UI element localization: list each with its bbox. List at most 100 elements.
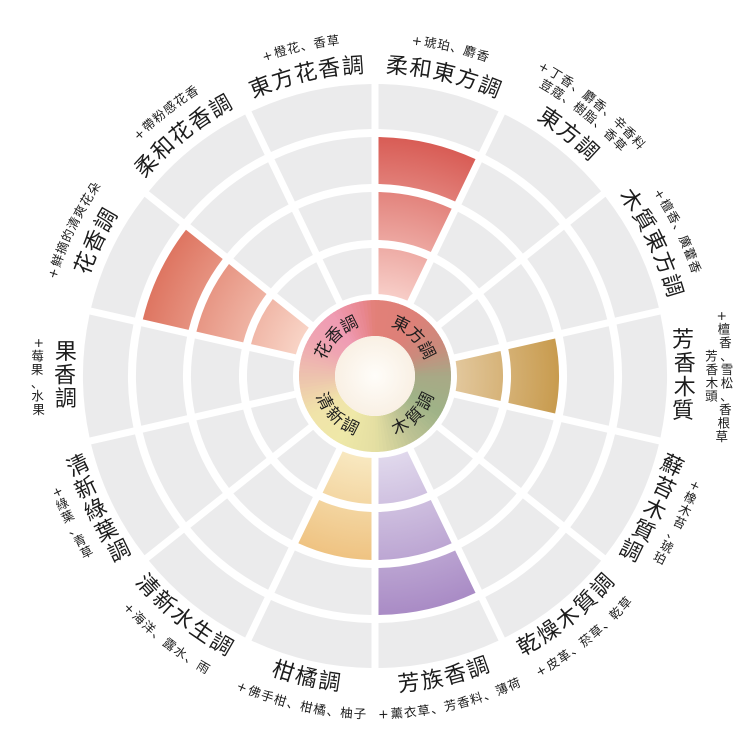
center-ring-wedge xyxy=(409,393,443,415)
center-ring-wedge xyxy=(308,334,342,357)
center-ring-wedge xyxy=(399,405,427,436)
ring-segments xyxy=(82,84,668,668)
sector-note-2-0-char: 、 xyxy=(670,220,689,238)
center-ring-wedge xyxy=(414,359,451,370)
sector-note-10-0-char: 果 xyxy=(32,402,45,417)
center-ring-wedge xyxy=(410,392,445,411)
segment-10-ring-1 xyxy=(247,350,295,402)
sector-note-3-1-char: 芳 xyxy=(705,348,718,363)
sector-note-11-0-char: 的 xyxy=(58,227,77,245)
center-ring-wedge xyxy=(378,415,388,452)
center-ring-wedge xyxy=(404,400,435,428)
sector-label-13-char: 調 xyxy=(341,54,365,80)
center-ring xyxy=(298,299,452,453)
segment-4-ring-3 xyxy=(527,422,608,523)
sector-note-11-0-char: 摘 xyxy=(53,239,72,256)
sector-note-1-0: +丁香、麝香、辛香料 xyxy=(536,58,649,152)
sector-note-6-0-char: 料 xyxy=(468,689,485,707)
sector-note-3-0-char: 、 xyxy=(720,348,733,363)
segment-0-ring-1 xyxy=(378,248,428,301)
sector-label-10-char: 調 xyxy=(55,387,77,412)
sector-note-7-0: +佛手柑、柑橘、柚子 xyxy=(234,678,366,722)
sector-note-3-0-char: 檀 xyxy=(718,321,731,336)
segment-12-ring-2 xyxy=(233,211,313,289)
sector-note-10-0-char: 莓 xyxy=(31,348,44,363)
center-ring-wedge xyxy=(383,301,396,338)
center-ring-wedge xyxy=(301,352,338,366)
center-ring-wedge xyxy=(410,341,445,360)
sector-label-0-char: 東 xyxy=(430,59,457,88)
center-ring-wedge xyxy=(343,304,361,340)
segment-4-ring-2 xyxy=(483,409,554,488)
segment-11-ring-1 xyxy=(251,298,309,355)
sector-note-6-0-char: 、 xyxy=(481,685,498,703)
sector-note-10-0: +莓果、水果 xyxy=(31,335,46,417)
center-ring-wedge xyxy=(408,395,442,418)
segment-8-ring-2 xyxy=(233,463,313,541)
center-ring-wedge xyxy=(412,352,449,366)
sector-note-2-0-char: 香 xyxy=(686,258,704,275)
segment-9-ring-3 xyxy=(142,422,223,523)
sector-note-9-0-char: 、 xyxy=(65,519,83,538)
segment-2-ring-1 xyxy=(441,298,499,355)
sector-note-13-0-char: 花 xyxy=(285,39,301,57)
center-ring-wedge xyxy=(326,314,352,346)
sector-note-11-0-char: + xyxy=(44,266,61,281)
sector-note-6-0-char: 草 xyxy=(416,702,431,719)
center-ring-wedge xyxy=(392,308,414,342)
segment-10-ring-4 xyxy=(82,314,134,438)
center-ring-wedge xyxy=(411,344,447,362)
sector-note-3-0-char: 、 xyxy=(720,389,733,404)
center-ring-wedge xyxy=(313,327,345,353)
center-ring-wedge xyxy=(381,415,392,452)
sector-note-10-0-char: + xyxy=(33,335,43,350)
segment-10-ring-3 xyxy=(136,326,188,426)
segment-11-ring-3 xyxy=(142,229,223,330)
segment-5-ring-4 xyxy=(485,532,602,638)
segment-0-ring-4 xyxy=(378,84,499,152)
segment-3-ring-3 xyxy=(562,326,614,426)
center-ring-wedge xyxy=(391,411,410,446)
segment-7-ring-4 xyxy=(251,600,372,668)
center-ring-wedge xyxy=(394,409,417,443)
segment-10-ring-2 xyxy=(191,338,242,414)
center-ring-wedge xyxy=(311,330,343,355)
sector-note-3-0-char: + xyxy=(717,308,727,323)
sector-label-13: 東方花香調 xyxy=(246,54,365,104)
center-ring-wedge xyxy=(305,392,340,411)
segment-11-ring-2 xyxy=(196,264,267,343)
segment-12-ring-3 xyxy=(190,162,289,254)
center-ring-wedge xyxy=(347,303,363,339)
center-ring-wedge xyxy=(401,319,430,348)
segment-3-ring-1 xyxy=(455,350,503,402)
segment-9-ring-2 xyxy=(196,409,267,488)
sector-note-0-0: + 琥珀、麝香 xyxy=(411,33,492,65)
sector-note-3-1-char: 香 xyxy=(706,362,719,377)
center-ring-wedge xyxy=(405,327,437,353)
sector-note-3-0-char: 香 xyxy=(719,402,732,417)
sector-label-10-char: 果 xyxy=(55,340,77,365)
center-ring-wedge xyxy=(405,399,437,425)
sector-note-2-0-char: 廣 xyxy=(676,233,695,250)
sector-note-11-0-char: 鮮 xyxy=(48,252,67,269)
sector-note-3-0-char: 香 xyxy=(719,335,732,350)
sector-note-4-0-char: 、 xyxy=(665,525,683,544)
segment-9-ring-4 xyxy=(91,434,180,556)
center-ring-wedge xyxy=(394,309,417,343)
sector-label-3-char: 質 xyxy=(672,399,694,424)
center-ring-wedge xyxy=(303,390,339,408)
segment-8-ring-3 xyxy=(190,498,289,590)
sector-note-7-0-char: 佛 xyxy=(246,683,263,701)
sector-note-7-0-char: 柑 xyxy=(272,691,288,709)
segment-8-ring-4 xyxy=(148,532,265,638)
center-ring-wedge xyxy=(307,337,341,359)
sector-note-2-0-char: 藿 xyxy=(681,246,700,263)
center-ring-wedge xyxy=(389,304,407,340)
center-ring-wedge xyxy=(412,388,448,404)
center-ring-wedge xyxy=(307,393,341,415)
segment-2-ring-4 xyxy=(570,196,659,318)
center-ring-wedge xyxy=(329,408,354,440)
sector-note-0-0-char: 麝 xyxy=(462,43,478,61)
